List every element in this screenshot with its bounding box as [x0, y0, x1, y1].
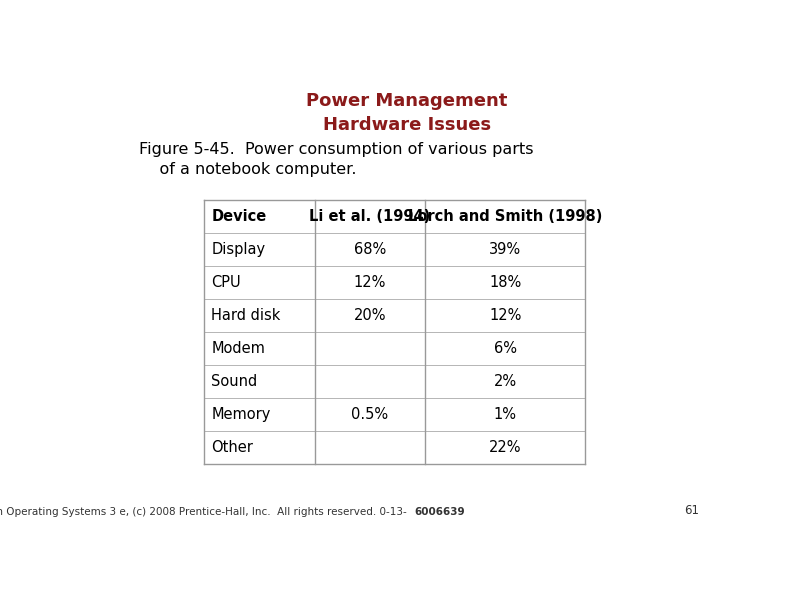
Text: 12%: 12% [354, 275, 386, 290]
Text: Tanenbaum, Modern Operating Systems 3 e, (c) 2008 Prentice-Hall, Inc.  All right: Tanenbaum, Modern Operating Systems 3 e,… [0, 507, 407, 516]
Text: 68%: 68% [354, 242, 386, 256]
Text: 20%: 20% [354, 308, 386, 322]
Text: Memory: Memory [211, 406, 271, 422]
Text: 39%: 39% [489, 242, 522, 256]
Text: 12%: 12% [489, 308, 522, 322]
Text: 6006639: 6006639 [414, 507, 465, 516]
Text: CPU: CPU [211, 275, 241, 290]
Text: Modem: Modem [211, 340, 265, 356]
Text: Device: Device [211, 209, 267, 224]
Text: 2%: 2% [494, 374, 517, 389]
Text: Display: Display [211, 242, 265, 256]
Text: Power Management
Hardware Issues: Power Management Hardware Issues [306, 92, 507, 134]
Text: 0.5%: 0.5% [352, 406, 388, 422]
Text: 22%: 22% [489, 440, 522, 455]
Text: Sound: Sound [211, 374, 257, 389]
Text: Other: Other [211, 440, 253, 455]
Text: Hard disk: Hard disk [211, 308, 280, 322]
Text: 18%: 18% [489, 275, 522, 290]
Text: Figure 5-45.  Power consumption of various parts
    of a notebook computer.: Figure 5-45. Power consumption of variou… [139, 142, 534, 177]
Text: Lorch and Smith (1998): Lorch and Smith (1998) [408, 209, 603, 224]
Text: 61: 61 [684, 504, 700, 516]
Text: Li et al. (1994): Li et al. (1994) [310, 209, 430, 224]
Text: 1%: 1% [494, 406, 517, 422]
Text: 6%: 6% [494, 340, 517, 356]
